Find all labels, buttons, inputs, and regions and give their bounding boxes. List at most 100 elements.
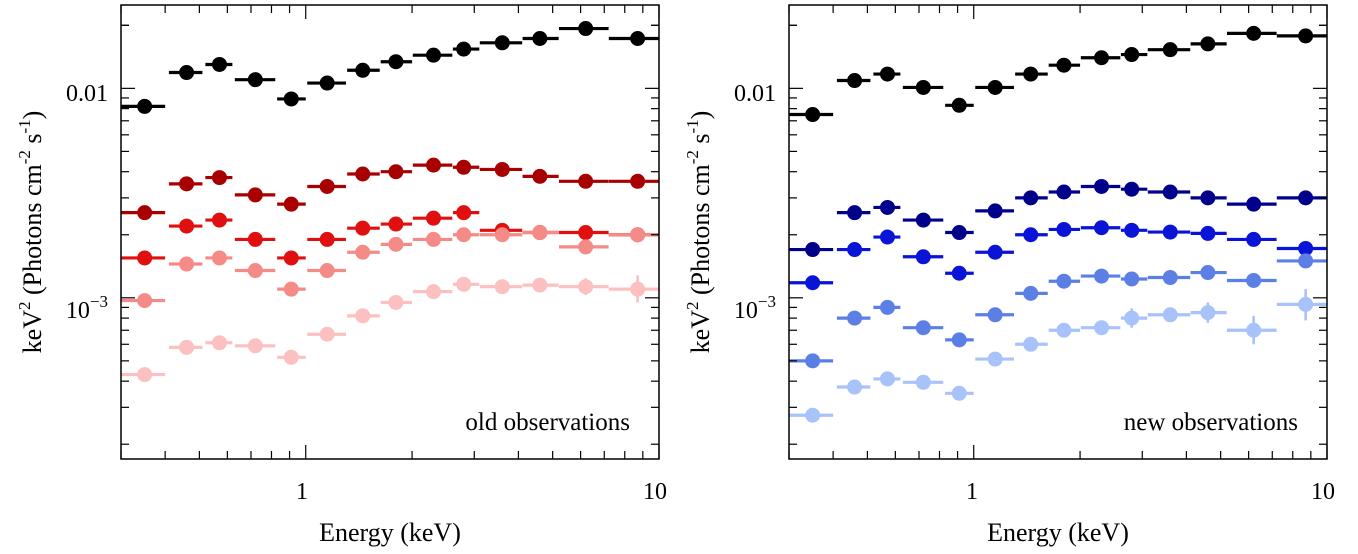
panel-new-observations: 1 10 0.01 10−3 Energy (keV) keV2 (Photon… <box>683 4 1335 547</box>
data-point <box>137 250 153 266</box>
y-axis-title-e: s <box>686 133 715 150</box>
data-point <box>319 231 335 247</box>
data-marks <box>121 21 659 383</box>
data-point <box>915 320 931 336</box>
data-point <box>137 205 153 221</box>
y-tick-label-0.01: 0.01 <box>66 81 108 107</box>
data-point <box>805 353 821 369</box>
data-point <box>456 227 472 243</box>
data-point <box>951 225 967 241</box>
data-point <box>1298 296 1314 312</box>
data-point <box>1298 253 1314 269</box>
data-point <box>532 168 548 184</box>
y-axis-title-b: 2 <box>683 302 702 311</box>
data-point <box>179 176 195 192</box>
axis-ticks <box>788 5 1328 459</box>
y-axis-title-a: keV <box>18 310 47 354</box>
data-point <box>1162 184 1178 200</box>
data-point <box>578 225 594 241</box>
data-point <box>532 30 548 46</box>
y-tick-label-base: 10 <box>734 298 758 324</box>
data-point <box>1200 305 1216 321</box>
data-point <box>355 308 371 324</box>
data-point <box>1056 221 1072 237</box>
data-point <box>426 284 442 300</box>
data-point <box>355 220 371 236</box>
data-point <box>1246 196 1262 212</box>
data-point <box>283 91 299 107</box>
data-point <box>1056 273 1072 289</box>
data-point <box>987 79 1003 95</box>
data-point <box>211 335 227 351</box>
data-point <box>1200 36 1216 52</box>
x-axis-title: Energy (keV) <box>319 518 461 547</box>
data-point <box>283 196 299 212</box>
data-point <box>1124 181 1140 197</box>
data-point <box>951 265 967 281</box>
data-point <box>630 227 646 243</box>
y-axis-title-b: 2 <box>15 302 34 311</box>
data-point <box>456 159 472 175</box>
panel-annotation: new observations <box>1124 409 1298 436</box>
data-point <box>1246 272 1262 288</box>
axis-ticks <box>120 5 660 459</box>
data-point <box>355 62 371 78</box>
data-point <box>211 212 227 228</box>
data-point <box>1023 190 1039 206</box>
data-point <box>1246 231 1262 247</box>
data-point <box>247 231 263 247</box>
data-point <box>1056 184 1072 200</box>
y-axis-title-g: ) <box>18 111 47 120</box>
data-point <box>179 256 195 272</box>
data-point <box>137 367 153 383</box>
data-point <box>1200 265 1216 281</box>
data-point <box>847 310 863 326</box>
data-point <box>179 339 195 355</box>
data-point <box>355 166 371 182</box>
data-point <box>456 205 472 221</box>
data-point <box>1162 307 1178 323</box>
data-point <box>987 351 1003 367</box>
data-point <box>211 170 227 186</box>
data-point <box>319 326 335 342</box>
plot-frame <box>120 4 660 460</box>
data-point <box>879 229 895 245</box>
data-point <box>456 276 472 292</box>
data-point <box>179 65 195 81</box>
data-point <box>879 299 895 315</box>
data-point <box>388 164 404 180</box>
y-axis-title-d: -2 <box>15 150 34 164</box>
data-point <box>1094 268 1110 284</box>
data-point <box>879 371 895 387</box>
data-point <box>1124 271 1140 287</box>
y-axis-title-f: -1 <box>15 119 34 133</box>
y-axis-title-f: -1 <box>683 119 702 133</box>
data-point <box>532 225 548 241</box>
y-axis-title-c: (Photons cm <box>686 164 715 301</box>
data-point <box>847 379 863 395</box>
data-marks <box>789 25 1327 423</box>
data-point <box>388 236 404 252</box>
y-axis-title-a: keV <box>686 310 715 354</box>
data-point <box>1124 222 1140 238</box>
data-point <box>1023 285 1039 301</box>
data-point <box>426 157 442 173</box>
data-point <box>1094 50 1110 66</box>
panel-old-observations: 1 10 0.01 10−3 Energy (keV) keV2 (Photon… <box>15 4 667 547</box>
data-point <box>494 35 510 51</box>
y-axis-title-d: -2 <box>683 150 702 164</box>
data-point <box>1246 322 1262 338</box>
data-point <box>1200 225 1216 241</box>
data-point <box>951 385 967 401</box>
data-point <box>247 263 263 279</box>
x-tick-label-10: 10 <box>643 479 667 505</box>
data-point <box>915 79 931 95</box>
data-point <box>426 210 442 226</box>
data-point <box>630 173 646 189</box>
x-tick-label-10: 10 <box>1311 479 1335 505</box>
data-point <box>847 242 863 258</box>
data-point <box>456 41 472 57</box>
data-point <box>247 72 263 88</box>
y-axis-title-g: ) <box>686 111 715 120</box>
